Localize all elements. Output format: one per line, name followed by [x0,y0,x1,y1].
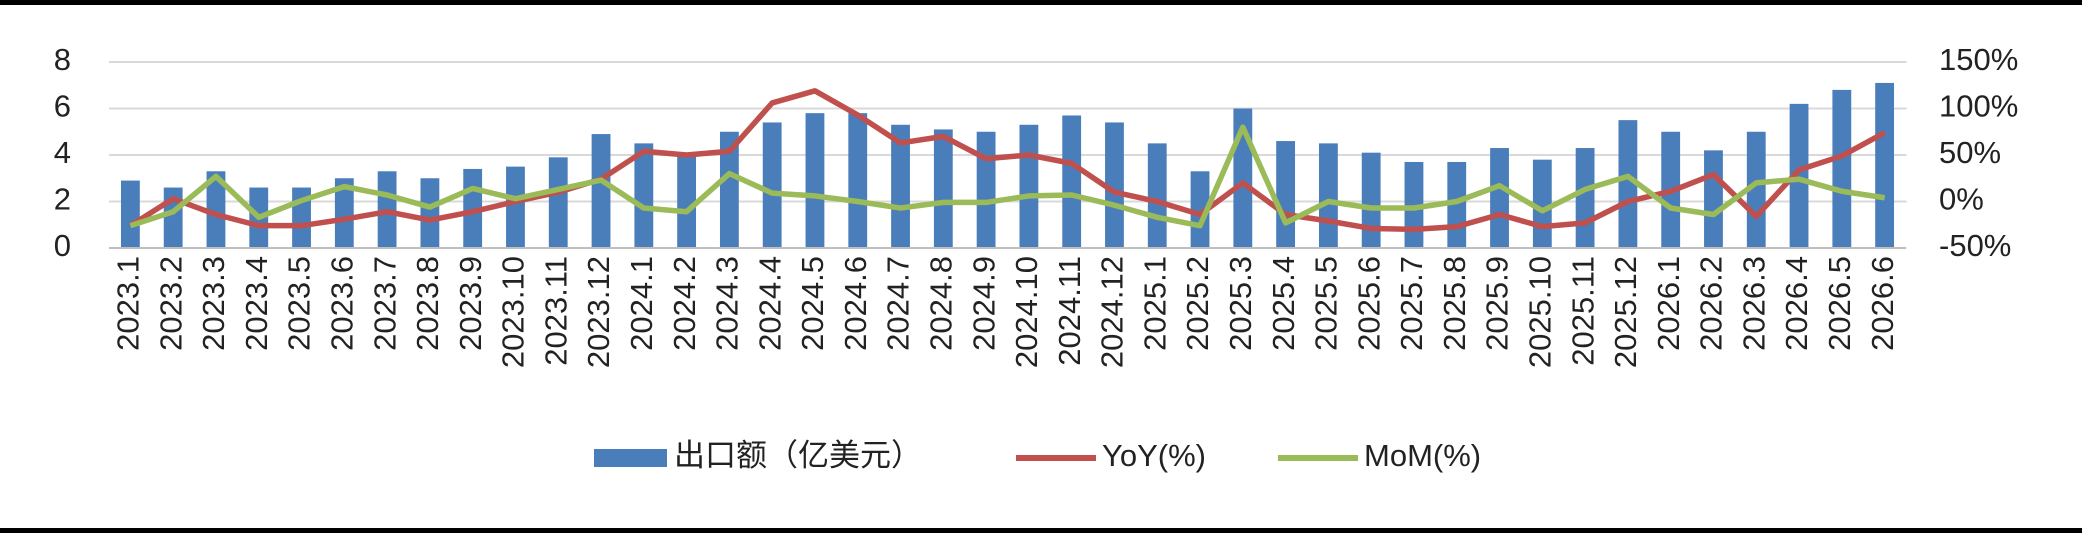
x-tick-label: 2025.7 [1394,256,1429,351]
x-tick-label: 2025.6 [1351,256,1386,351]
x-tick-label: 2023.12 [581,256,616,368]
bar [1875,82,1895,248]
y-tick-label: 6 [54,89,71,124]
bar [1019,124,1039,248]
x-tick-label: 2024.5 [795,256,830,351]
bar [506,166,525,248]
bar [976,131,996,248]
bar [334,178,354,248]
y2-tick-label: 100% [1939,89,2018,124]
y2-tick-label: -50% [1939,228,2011,263]
x-tick-label: 2024.1 [624,256,659,351]
y-tick-label: 0 [54,228,71,263]
x-tick-label: 2023.8 [410,256,445,351]
x-tick-label: 2023.6 [325,256,360,351]
x-tick-label: 2023.3 [196,256,231,351]
x-tick-label: 2025.3 [1223,256,1258,351]
x-tick-label: 2023.1 [111,256,146,351]
x-tick-label: 2023.10 [496,256,531,368]
x-tick-label: 2026.6 [1865,256,1900,351]
bar [1832,89,1852,249]
bar [634,143,654,248]
legend-label: YoY(%) [1102,438,1206,473]
y2-tick-label: 0% [1939,182,1984,217]
bar [677,152,697,248]
line [129,124,1886,229]
x-tick-label: 2024.9 [966,256,1001,351]
bar [1618,120,1638,248]
x-tick-label: 2024.6 [838,256,873,351]
bar [762,122,782,248]
x-tick-label: 2025.4 [1266,256,1301,351]
x-tick-label: 2024.10 [1009,256,1044,368]
bar [933,129,953,248]
y2-tick-label: 50% [1939,135,2001,170]
legend-label: 出口额（亿美元） [674,438,922,473]
line [128,88,1886,233]
bar [1789,103,1809,248]
x-tick-label: 2025.1 [1137,256,1172,351]
x-tick-label: 2023.4 [239,256,274,351]
x-tick-label: 2024.12 [1095,256,1130,368]
bar [1361,152,1381,248]
bar [891,124,910,248]
legend-swatch [594,449,667,467]
x-tick-label: 2024.3 [710,256,745,351]
x-tick-label: 2025.2 [1180,256,1215,351]
bar [206,171,226,248]
x-tick-label: 2026.1 [1651,256,1686,351]
bar [1147,143,1167,248]
y-tick-label: 4 [54,135,71,170]
x-tick-label: 2026.3 [1736,256,1771,351]
x-tick-label: 2026.2 [1694,256,1729,351]
x-tick-label: 2024.11 [1052,256,1087,366]
bar [719,131,739,248]
bar [1318,143,1338,248]
x-tick-label: 2023.11 [538,256,573,366]
bar [420,178,440,248]
bar [1704,150,1723,248]
x-tick-label: 2024.4 [752,256,787,351]
bar [1276,141,1296,248]
x-tick-label: 2025.11 [1565,256,1600,366]
y-tick-label: 8 [54,42,71,77]
bar [1105,122,1124,248]
x-tick-label: 2025.9 [1480,256,1515,351]
x-tick-label: 2023.7 [367,256,402,351]
bar [805,113,825,249]
x-tick-label: 2025.5 [1309,256,1344,351]
bar [1575,148,1595,248]
bar [1746,131,1766,248]
x-tick-label: 2023.5 [282,256,317,351]
x-tick-label: 2024.2 [667,256,702,351]
x-tick-label: 2024.7 [881,256,916,351]
bar [548,157,568,248]
bar [1190,171,1210,248]
x-tick-label: 2023.2 [153,256,188,351]
x-tick-label: 2024.8 [924,256,959,351]
bar [120,180,140,248]
bar [591,134,611,248]
top-border [0,0,2082,5]
bar [1062,115,1082,248]
x-tick-label: 2025.10 [1523,256,1558,368]
bar [1490,148,1509,248]
x-tick-label: 2025.12 [1608,256,1643,368]
y-tick-label: 2 [54,182,71,217]
x-tick-label: 2026.4 [1779,256,1814,351]
bar [848,113,868,249]
x-tick-label: 2023.9 [453,256,488,351]
legend-label: MoM(%) [1364,438,1481,473]
x-tick-label: 2025.8 [1437,256,1472,351]
x-tick-label: 2026.5 [1822,256,1857,351]
bottom-border [0,528,2082,533]
y2-tick-label: 150% [1939,42,2018,77]
